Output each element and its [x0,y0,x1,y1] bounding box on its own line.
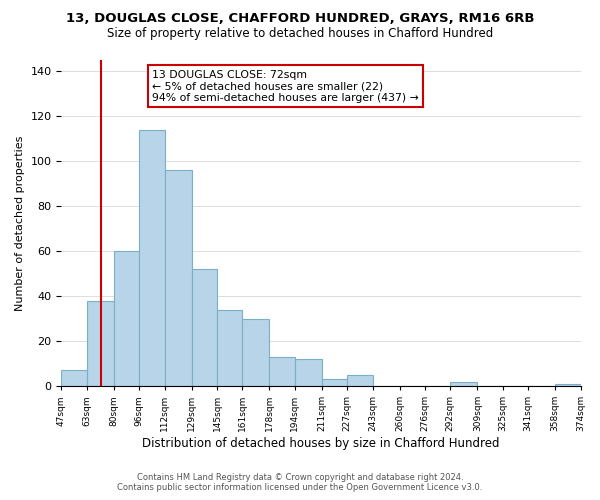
Bar [87,300,114,386]
Bar [139,130,164,386]
Bar [555,384,581,386]
Bar [164,170,191,386]
Text: 13 DOUGLAS CLOSE: 72sqm
← 5% of detached houses are smaller (22)
94% of semi-det: 13 DOUGLAS CLOSE: 72sqm ← 5% of detached… [152,70,419,103]
Bar [217,310,242,386]
Bar [61,370,87,386]
Bar [191,269,217,386]
Text: Contains HM Land Registry data © Crown copyright and database right 2024.
Contai: Contains HM Land Registry data © Crown c… [118,473,482,492]
Bar [347,375,373,386]
Bar [322,380,347,386]
Bar [269,357,295,386]
Text: Size of property relative to detached houses in Chafford Hundred: Size of property relative to detached ho… [107,28,493,40]
Text: 13, DOUGLAS CLOSE, CHAFFORD HUNDRED, GRAYS, RM16 6RB: 13, DOUGLAS CLOSE, CHAFFORD HUNDRED, GRA… [66,12,534,26]
Bar [114,251,139,386]
Bar [451,382,478,386]
Bar [295,359,322,386]
Y-axis label: Number of detached properties: Number of detached properties [15,136,25,310]
X-axis label: Distribution of detached houses by size in Chafford Hundred: Distribution of detached houses by size … [142,437,500,450]
Bar [242,318,269,386]
